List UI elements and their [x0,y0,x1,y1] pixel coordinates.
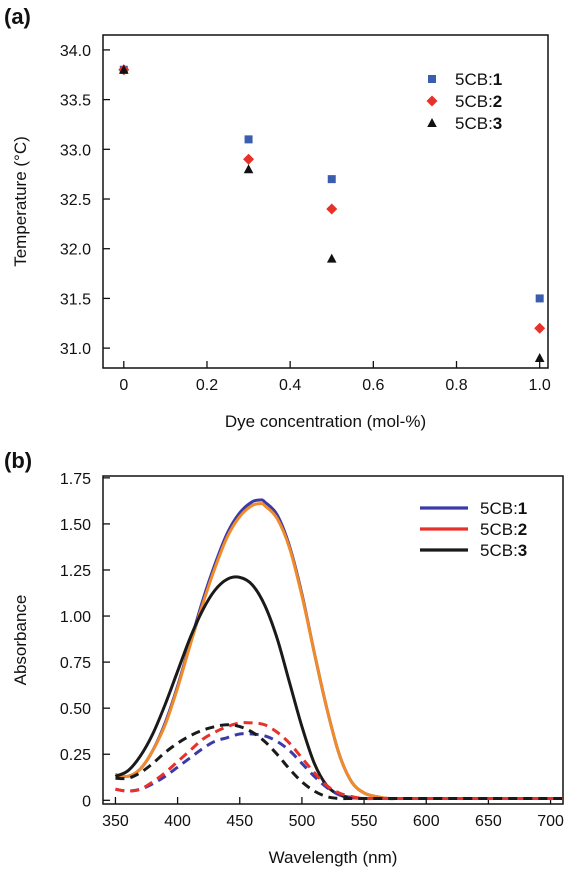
panel-b-legend-label: 5CB:1 [480,499,527,518]
panel-b-label: (b) [4,448,32,473]
a-x-tick-label: 0.4 [279,377,301,394]
a-x-tick-label: 0.6 [362,377,384,394]
a-y-tick-label: 31.5 [60,291,91,308]
panel-a-legend-label: 5CB:3 [455,114,502,133]
panel-b-x-axis-title: Wavelength (nm) [269,848,398,867]
panel-b-line-3 [114,575,563,801]
panel-a-y-axis-title: Temperature (°C) [11,136,30,267]
b-y-tick-label: 1.00 [60,609,91,626]
panel-a-point-series-3 [326,253,337,263]
b-y-tick-label: 0.50 [60,701,91,718]
panel-a-legend-label: 5CB:1 [455,70,502,89]
panel-a-legend-marker [426,95,438,107]
panel-b-line-4 [115,732,563,801]
panel-a-point-series-3 [118,64,129,74]
b-x-tick-label: 700 [537,813,564,830]
panel-b-legend-label: 5CB:3 [480,541,527,560]
a-x-tick-label: 0.2 [196,377,218,394]
panel-a-point-series-1 [535,294,544,303]
b-x-tick-label: 600 [413,813,440,830]
a-y-tick-label: 31.0 [60,341,91,358]
panel-b-legend: 5CB:1 5CB:2 5CB:3 [420,499,527,560]
panel-a-point-series-2 [534,322,546,334]
b-x-tick-label: 500 [289,813,316,830]
b-y-tick-label: 0.75 [60,655,91,672]
panel-a-x-axis-title: Dye concentration (mol-%) [225,412,426,431]
panel-b-y-ticks: 0 0.25 0.50 0.75 1.00 1.25 1.50 1.75 [60,471,110,810]
panel-a-point-series-1 [244,135,253,144]
panel-a-y-ticks: 31.0 31.5 32.0 32.5 33.0 33.5 34.0 [60,43,110,358]
panel-b: (b) 350 400 450 500 550 600 650 700 0 0.25 0.50 0.… [4,448,564,867]
panel-a-label: (a) [4,4,31,29]
a-y-tick-label: 32.0 [60,242,91,259]
b-y-tick-label: 1.50 [60,517,91,534]
a-x-tick-label: 1.0 [529,377,551,394]
panel-a-legend: 5CB:1 5CB:2 5CB:3 [426,70,502,133]
panel-a-point-series-2 [326,203,338,215]
panel-a-point-series-3 [243,164,254,174]
panel-b-plot-frame [102,475,564,805]
b-y-tick-label: 0 [82,793,91,810]
panel-a-point-series-3 [534,353,545,363]
panel-b-legend-label: 5CB:2 [480,520,527,539]
panel-a-x-ticks: 0 0.2 0.4 0.6 0.8 1.0 [119,361,551,394]
a-y-tick-label: 33.0 [60,142,91,159]
panel-b-lines [114,498,563,801]
b-y-tick-label: 0.25 [60,747,91,764]
panel-a: (a) 0 0.2 0.4 0.6 0.8 1.0 31.0 31.5 32.0 32.5 33.… [4,4,551,431]
b-x-tick-label: 400 [164,813,191,830]
a-y-tick-label: 34.0 [60,43,91,60]
b-x-tick-label: 350 [102,813,129,830]
a-y-tick-label: 33.5 [60,93,91,110]
panel-a-point-series-1 [327,175,336,184]
panel-a-plot-frame [102,34,549,369]
panel-a-markers [118,64,546,363]
panel-b-line-5 [115,721,563,801]
b-y-tick-label: 1.25 [60,563,91,580]
panel-a-legend-label: 5CB:2 [455,92,502,111]
a-x-tick-label: 0.8 [445,377,467,394]
panel-a-legend-marker [428,75,436,83]
a-y-tick-label: 32.5 [60,192,91,209]
panel-b-x-ticks: 350 400 450 500 550 600 650 700 [102,797,564,830]
panel-a-point-series-2 [243,153,255,165]
b-x-tick-label: 450 [226,813,253,830]
panel-b-y-axis-title: Absorbance [11,595,30,686]
a-x-tick-label: 0 [119,377,128,394]
b-x-tick-label: 550 [351,813,378,830]
panel-b-line-6 [115,723,563,801]
b-x-tick-label: 650 [475,813,502,830]
panel-a-legend-marker [427,118,437,127]
b-y-tick-label: 1.75 [60,471,91,488]
